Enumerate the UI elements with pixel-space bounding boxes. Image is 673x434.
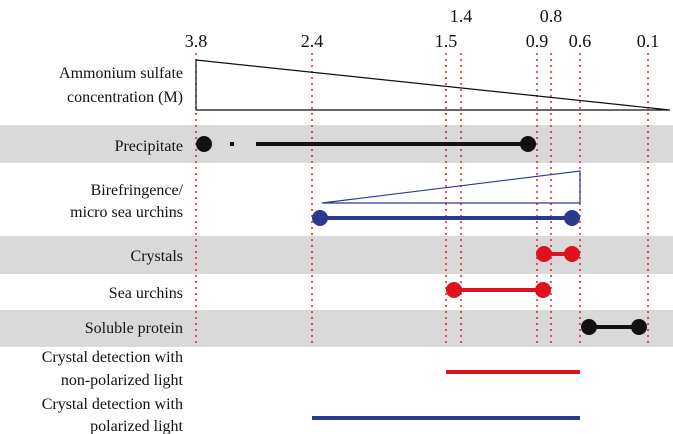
tick-label: 0.6: [569, 31, 592, 51]
tick-label: 1.4: [450, 6, 473, 26]
tick-label: 0.1: [637, 31, 660, 51]
row-label-nonpolarized: non-polarized light: [61, 372, 184, 389]
band-soluble: [0, 310, 673, 347]
row-label-nonpolarized: Crystal detection with: [42, 349, 183, 366]
row-label-sea_urchins: Sea urchins: [109, 285, 183, 302]
row-bands: [0, 125, 673, 347]
tick-label: 2.4: [301, 31, 324, 51]
row-label-birefringence: Birefringence/: [91, 182, 184, 199]
birefringence-start-point: [312, 210, 328, 226]
ammonium-gradient-wedge: [195, 59, 671, 111]
tick-label: 0.9: [526, 31, 549, 51]
gradient-wedges: [195, 59, 671, 204]
concentration-ticks: 3.8 2.4 1.5 1.4 0.9 0.8 0.6 0.1: [185, 6, 660, 51]
soluble-start-point: [581, 319, 597, 335]
row-label-birefringence: micro sea urchins: [70, 204, 183, 221]
tick-label: 0.8: [540, 6, 563, 26]
row-label-precipitate: Precipitate: [115, 138, 183, 155]
birefringence-end-point: [564, 210, 580, 226]
row-label-ammonium: Ammonium sulfate: [59, 65, 183, 82]
row-label-polarized: Crystal detection with: [42, 396, 183, 413]
soluble-end-point: [631, 319, 647, 335]
tick-label: 3.8: [185, 31, 208, 51]
row-label-crystals: Crystals: [131, 248, 183, 265]
precipitate-start-point: [196, 136, 212, 152]
tick-label: 1.5: [435, 31, 458, 51]
row-label-polarized: polarized light: [90, 418, 183, 434]
crystals-end-point: [564, 246, 580, 262]
birefringence-gradient-wedge: [321, 170, 581, 204]
range-bars: [196, 136, 647, 420]
sea_urchins-start-point: [446, 282, 462, 298]
row-labels: Ammonium sulfate concentration (M) Precipi…: [42, 65, 184, 434]
row-label-ammonium: concentration (M): [67, 89, 183, 106]
precipitate-end-point: [520, 136, 536, 152]
row-label-soluble: Soluble protein: [85, 320, 183, 337]
crystals-start-point: [536, 246, 552, 262]
sea_urchins-end-point: [535, 282, 551, 298]
